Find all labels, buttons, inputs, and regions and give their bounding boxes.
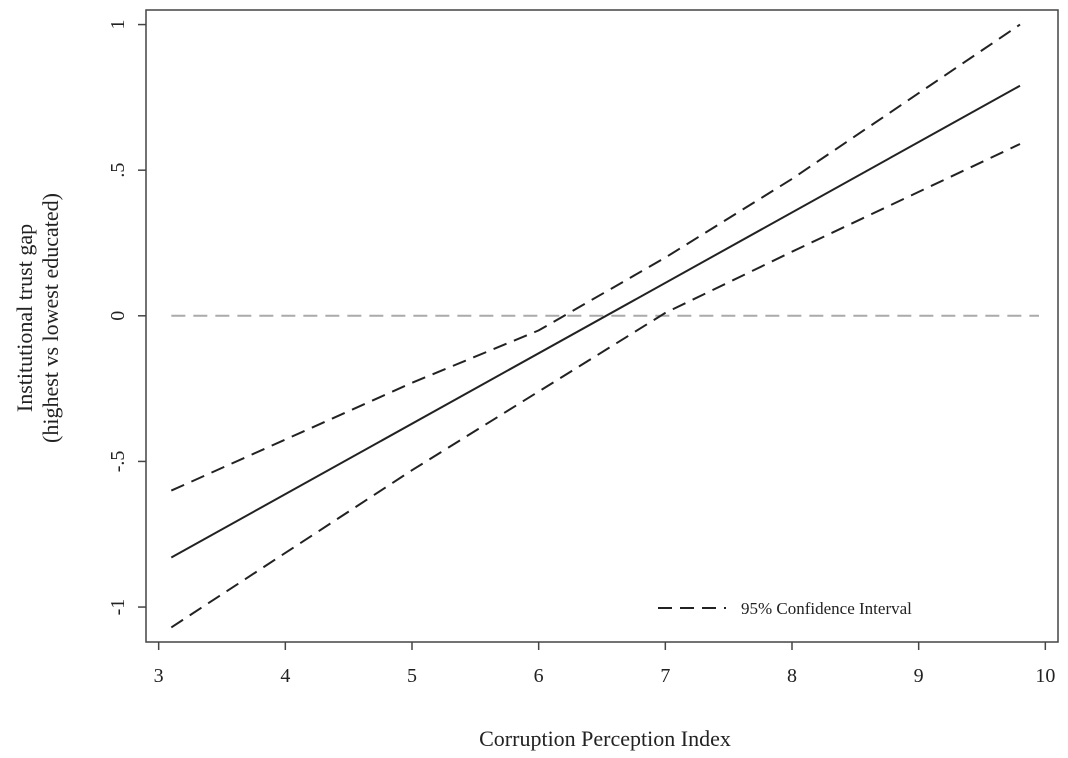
y-axis-title-line-2: (highest vs lowest educated) bbox=[38, 193, 63, 443]
x-axis: 3 4 5 6 7 8 9 10 bbox=[154, 642, 1055, 687]
y-tick-label: 0 bbox=[107, 311, 129, 321]
series-line-ci-upper bbox=[170, 23, 1021, 492]
legend: 95% Confidence Interval bbox=[658, 599, 912, 618]
x-tick-label: 9 bbox=[914, 665, 924, 687]
x-tick-label: 4 bbox=[280, 665, 290, 687]
x-tick-label: 5 bbox=[407, 665, 417, 687]
y-axis-title-line-1: Institutional trust gap bbox=[12, 224, 37, 412]
y-tick-label: -1 bbox=[107, 599, 129, 616]
legend-label: 95% Confidence Interval bbox=[741, 599, 912, 618]
y-axis: -1 -.5 0 .5 1 bbox=[107, 20, 146, 616]
plot-frame bbox=[145, 9, 1059, 643]
y-axis-title: Institutional trust gap (highest vs lowe… bbox=[12, 193, 63, 443]
x-tick-label: 3 bbox=[154, 665, 164, 687]
x-tick-label: 10 bbox=[1035, 665, 1055, 687]
x-tick-label: 8 bbox=[787, 665, 797, 687]
series-line-estimate bbox=[170, 84, 1021, 559]
y-tick-label: -.5 bbox=[107, 451, 129, 473]
x-tick-label: 7 bbox=[660, 665, 670, 687]
series-line-ci-lower bbox=[170, 143, 1021, 629]
y-tick-label: .5 bbox=[107, 163, 129, 178]
y-tick-label: 1 bbox=[107, 20, 129, 30]
series-layer bbox=[170, 23, 1021, 629]
x-tick-label: 6 bbox=[534, 665, 544, 687]
x-axis-title: Corruption Perception Index bbox=[479, 726, 731, 751]
